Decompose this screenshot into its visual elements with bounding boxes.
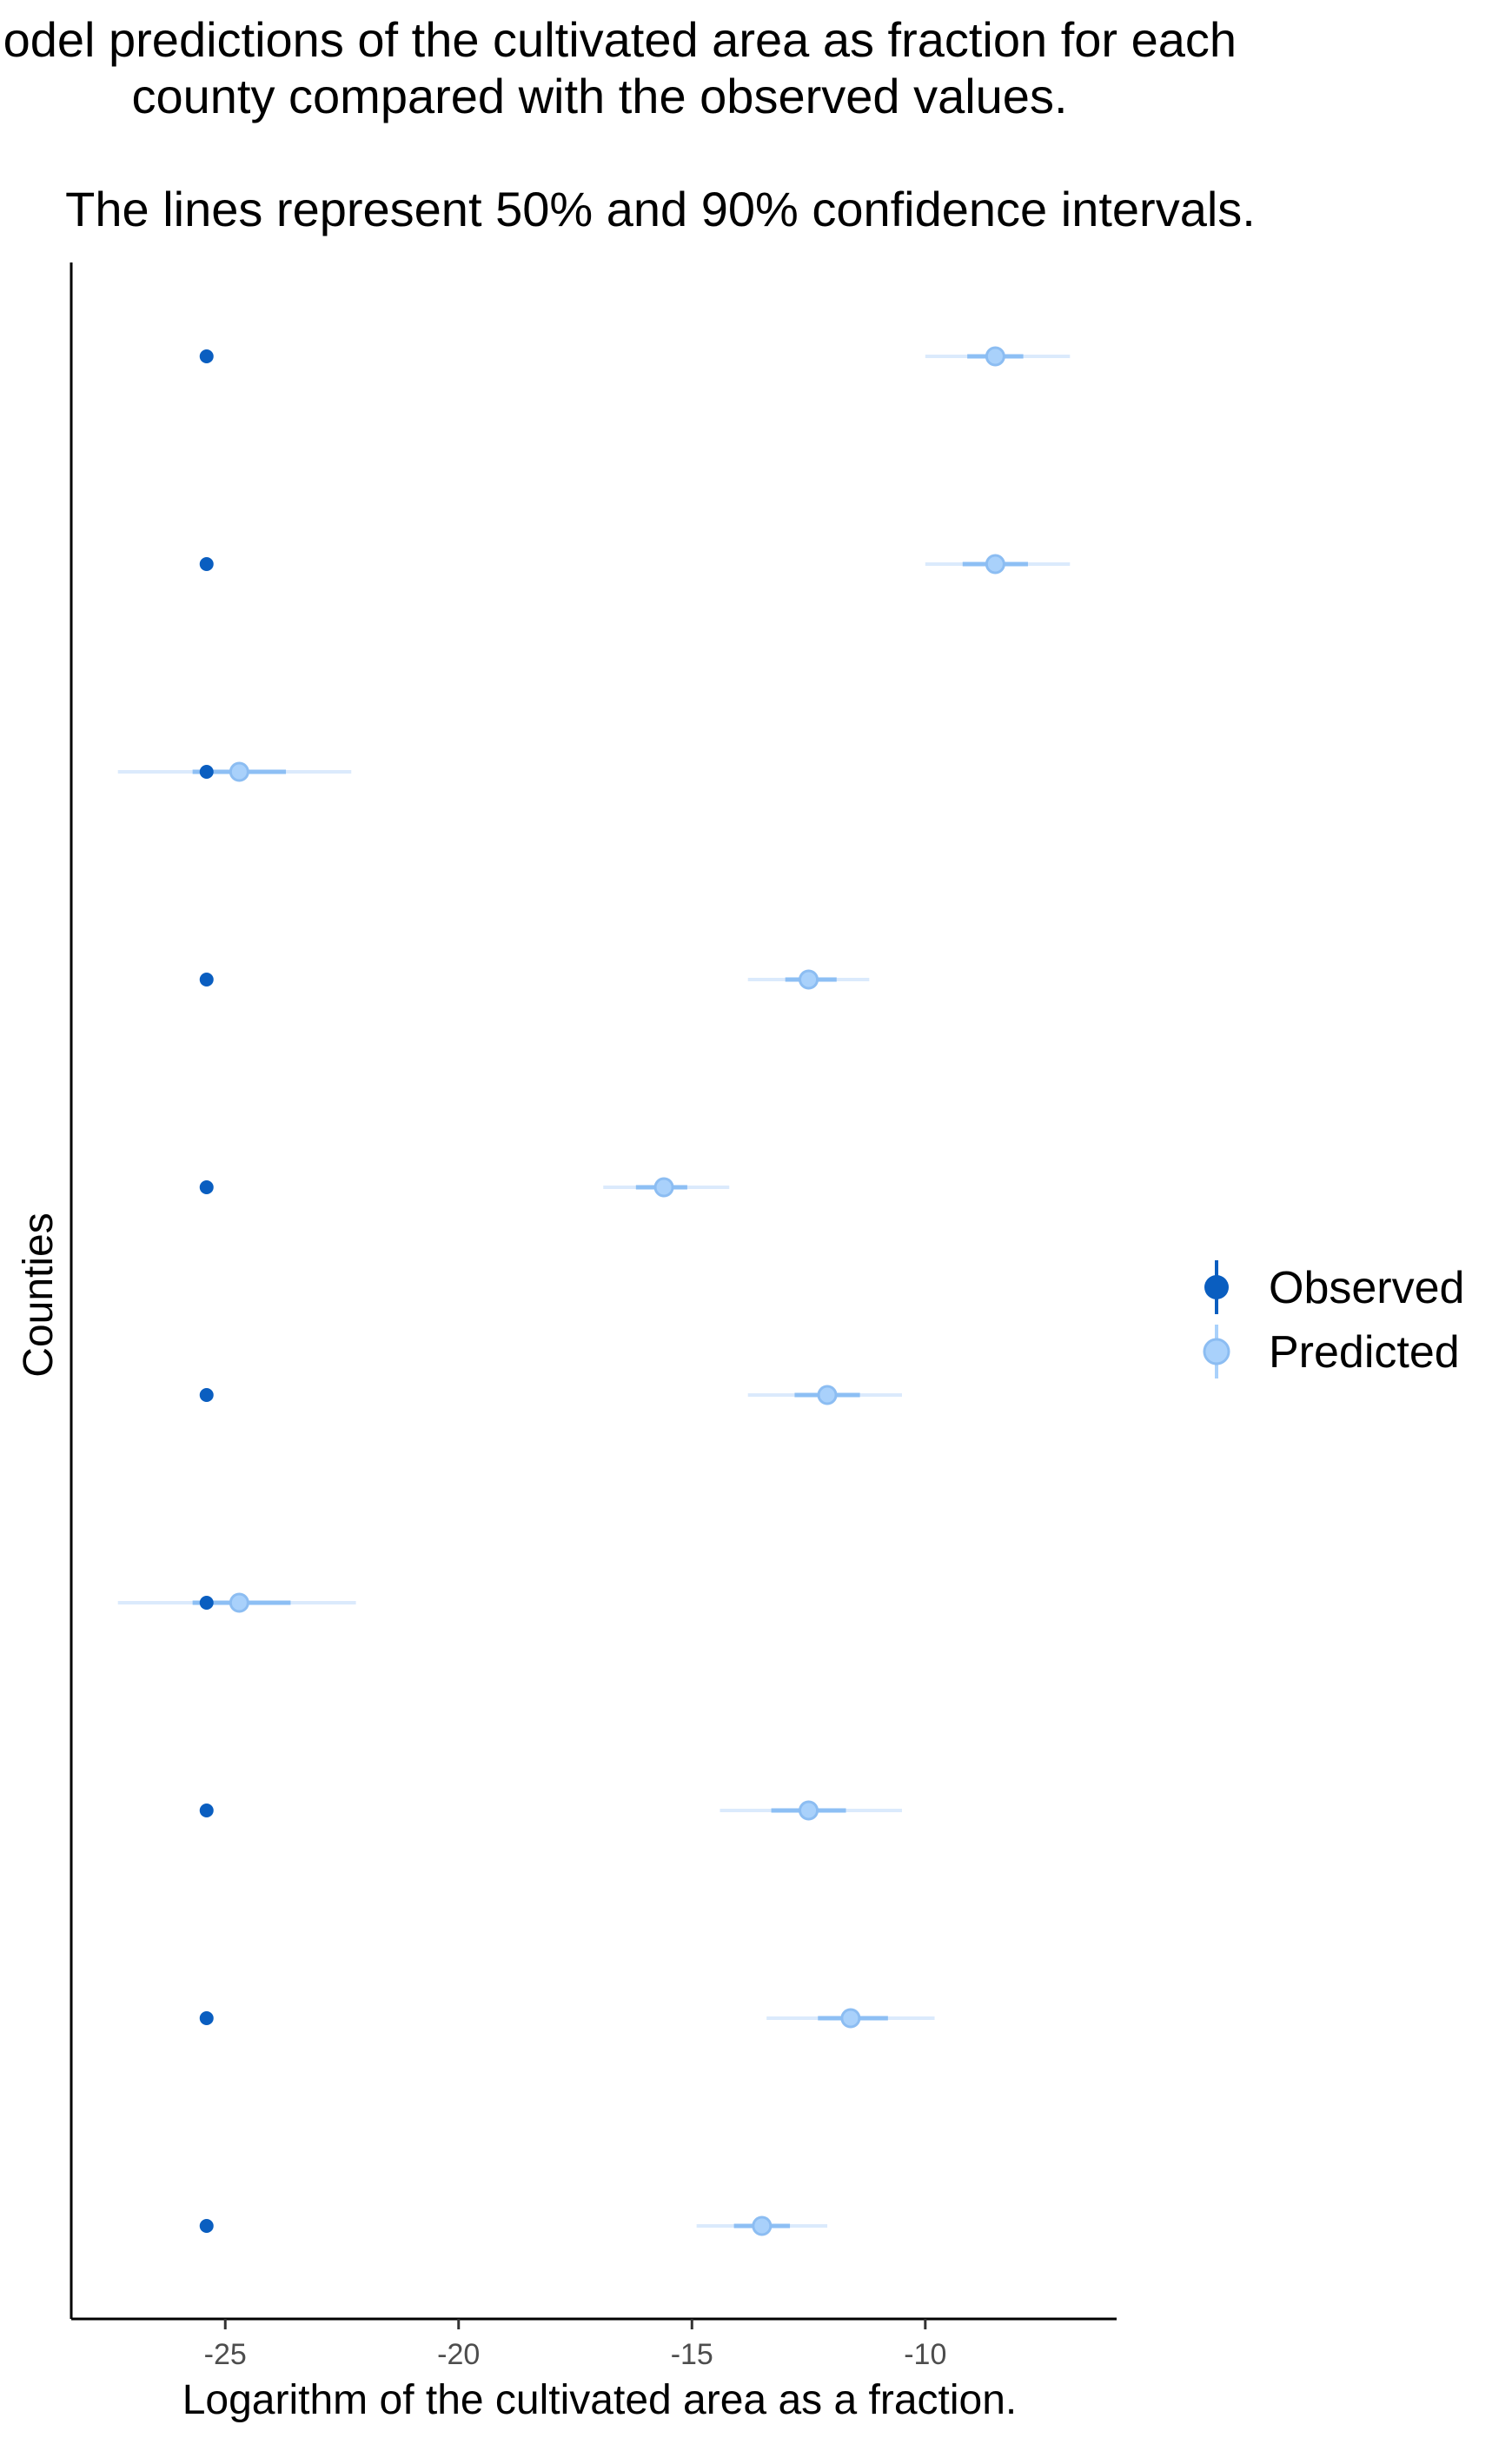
predicted-point (752, 2215, 773, 2236)
x-tick-label: -10 (904, 2338, 946, 2371)
x-tick-label: -20 (437, 2338, 480, 2371)
predicted-point (840, 2008, 861, 2029)
legend-observed-label: Observed (1269, 1263, 1464, 1313)
observed-point (199, 2011, 214, 2025)
legend-item-predicted: Predicted (1203, 1325, 1460, 1378)
legend-predicted-label: Predicted (1269, 1327, 1460, 1378)
predicted-point (985, 554, 1005, 575)
predicted-point (229, 1592, 249, 1613)
legend: Observed Predicted (1203, 1260, 1464, 1378)
predicted-point (817, 1385, 838, 1405)
observed-point (199, 973, 214, 986)
county-row (199, 969, 870, 990)
observed-point (199, 1388, 214, 1402)
county-row (199, 2215, 828, 2236)
title-line-2: county compared with the observed values… (131, 69, 1067, 123)
legend-observed-point (1204, 1275, 1229, 1299)
observed-point (199, 2219, 214, 2233)
x-axis-title: Logarithm of the cultivated area as a fr… (182, 2377, 1018, 2423)
y-axis-title: Counties (16, 1212, 62, 1377)
title-line-1: Model predictions of the cultivated area… (0, 12, 1237, 67)
chart-title: Model predictions of the cultivated area… (0, 12, 1237, 123)
county-row (199, 1385, 902, 1405)
legend-predicted-point (1203, 1338, 1230, 1365)
predicted-point (799, 969, 819, 990)
chart-subtitle: The lines represent 50% and 90% confiden… (65, 182, 1256, 236)
county-row (199, 2008, 935, 2029)
x-axis: -25 -20 -15 -10 (204, 2319, 946, 2371)
predicted-point (985, 346, 1005, 367)
observed-point (199, 765, 214, 779)
legend-item-observed: Observed (1204, 1260, 1464, 1314)
county-row (117, 761, 352, 782)
predicted-point (799, 1800, 819, 1821)
observed-point (199, 1596, 214, 1610)
county-row (199, 1177, 730, 1198)
predicted-point (653, 1177, 674, 1198)
plot-area (70, 262, 1117, 2321)
county-row (199, 346, 1071, 367)
observed-point (199, 557, 214, 571)
observed-point (199, 1180, 214, 1194)
county-row (199, 554, 1071, 575)
county-row (117, 1592, 356, 1613)
x-tick-label: -15 (671, 2338, 713, 2371)
predicted-point (229, 761, 249, 782)
observed-point (199, 1804, 214, 1817)
observed-point (199, 349, 214, 363)
county-row (199, 1800, 902, 1821)
x-tick-label: -25 (204, 2338, 247, 2371)
